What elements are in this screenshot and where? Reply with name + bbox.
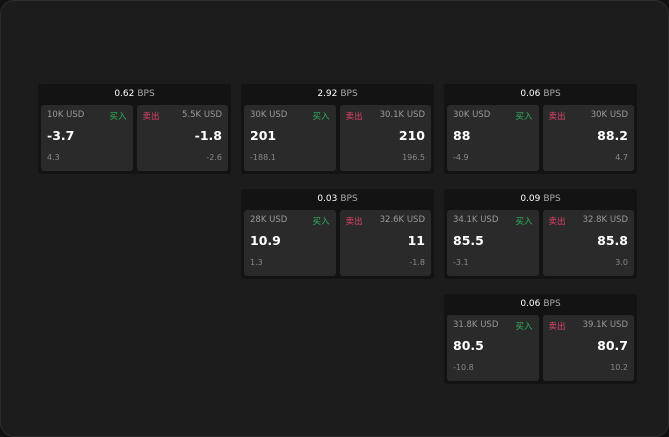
sell-change: 4.7 <box>615 153 628 162</box>
spread-header: 2.92 BPS <box>241 84 434 105</box>
spread-unit: BPS <box>543 194 561 204</box>
quote-card: 0.09 BPS 34.1K USD 买入 85.5 -3.1 卖出 32.8K US… <box>444 189 637 279</box>
buy-label: 买入 <box>515 217 533 227</box>
sell-price: 85.8 <box>597 233 628 248</box>
buy-label: 买入 <box>312 217 330 227</box>
sell-label: 卖出 <box>548 322 566 332</box>
spread-value: 2.92 <box>317 89 338 99</box>
sell-price: 11 <box>407 233 425 248</box>
buy-size: 10K USD <box>47 110 85 120</box>
sell-tile[interactable]: 卖出 30.1K USD 210 196.5 <box>339 105 431 171</box>
sell-label: 卖出 <box>548 112 566 122</box>
sell-price: 80.7 <box>597 338 628 353</box>
spread-value: 0.06 <box>520 89 541 99</box>
quote-card: 2.92 BPS 30K USD 买入 201 -188.1 卖出 30.1K USD… <box>241 84 434 174</box>
spread-header: 0.03 BPS <box>241 189 434 210</box>
buy-change: -188.1 <box>250 153 276 162</box>
buy-change: -10.8 <box>453 363 474 372</box>
sell-tile[interactable]: 卖出 32.6K USD 11 -1.8 <box>339 210 431 276</box>
quote-card: 0.62 BPS 10K USD 买入 -3.7 4.3 卖出 5.5K USD -1… <box>38 84 231 174</box>
buy-size: 34.1K USD <box>453 215 499 225</box>
buy-label: 买入 <box>109 112 127 122</box>
spread-value: 0.09 <box>520 194 541 204</box>
buy-tile[interactable]: 30K USD 买入 88 -4.9 <box>447 105 539 171</box>
spread-value: 0.62 <box>114 89 135 99</box>
sell-label: 卖出 <box>548 217 566 227</box>
quote-card: 0.06 BPS 30K USD 买入 88 -4.9 卖出 30K USD 88.2… <box>444 84 637 174</box>
sell-size: 30.1K USD <box>379 110 425 120</box>
sell-price: -1.8 <box>194 128 222 143</box>
buy-tile[interactable]: 30K USD 买入 201 -188.1 <box>244 105 336 171</box>
sell-size: 32.6K USD <box>379 215 425 225</box>
spread-unit: BPS <box>340 194 358 204</box>
buy-change: 1.3 <box>250 258 263 267</box>
buy-tile[interactable]: 34.1K USD 买入 85.5 -3.1 <box>447 210 539 276</box>
buy-change: -4.9 <box>453 153 469 162</box>
spread-header: 0.06 BPS <box>444 294 637 315</box>
sell-label: 卖出 <box>142 112 160 122</box>
buy-price: 88 <box>453 128 471 143</box>
sell-change: 196.5 <box>402 153 425 162</box>
buy-change: 4.3 <box>47 153 60 162</box>
spread-unit: BPS <box>543 89 561 99</box>
spread-header: 0.62 BPS <box>38 84 231 105</box>
sell-price: 88.2 <box>597 128 628 143</box>
quote-card: 0.06 BPS 31.8K USD 买入 80.5 -10.8 卖出 39.1K U… <box>444 294 637 384</box>
sell-size: 39.1K USD <box>582 320 628 330</box>
sell-size: 5.5K USD <box>182 110 222 120</box>
spread-unit: BPS <box>543 299 561 309</box>
buy-size: 31.8K USD <box>453 320 499 330</box>
buy-price: 10.9 <box>250 233 281 248</box>
buy-label: 买入 <box>515 322 533 332</box>
buy-tile[interactable]: 31.8K USD 买入 80.5 -10.8 <box>447 315 539 381</box>
sell-tile[interactable]: 卖出 5.5K USD -1.8 -2.6 <box>136 105 228 171</box>
spread-unit: BPS <box>340 89 358 99</box>
spread-value: 0.06 <box>520 299 541 309</box>
sell-size: 30K USD <box>590 110 628 120</box>
sell-tile[interactable]: 卖出 32.8K USD 85.8 3.0 <box>542 210 634 276</box>
spread-header: 0.06 BPS <box>444 84 637 105</box>
spread-unit: BPS <box>137 89 155 99</box>
buy-price: 85.5 <box>453 233 484 248</box>
spread-header: 0.09 BPS <box>444 189 637 210</box>
buy-size: 28K USD <box>250 215 288 225</box>
buy-price: 201 <box>250 128 277 143</box>
sell-tile[interactable]: 卖出 39.1K USD 80.7 10.2 <box>542 315 634 381</box>
buy-size: 30K USD <box>453 110 491 120</box>
buy-price: 80.5 <box>453 338 484 353</box>
sell-change: -2.6 <box>206 153 222 162</box>
buy-change: -3.1 <box>453 258 469 267</box>
sell-change: 10.2 <box>610 363 628 372</box>
buy-size: 30K USD <box>250 110 288 120</box>
sell-label: 卖出 <box>345 112 363 122</box>
spread-value: 0.03 <box>317 194 338 204</box>
sell-tile[interactable]: 卖出 30K USD 88.2 4.7 <box>542 105 634 171</box>
sell-change: 3.0 <box>615 258 628 267</box>
sell-change: -1.8 <box>409 258 425 267</box>
sell-size: 32.8K USD <box>582 215 628 225</box>
buy-price: -3.7 <box>47 128 75 143</box>
buy-label: 买入 <box>312 112 330 122</box>
buy-tile[interactable]: 10K USD 买入 -3.7 4.3 <box>41 105 133 171</box>
sell-price: 210 <box>398 128 425 143</box>
buy-label: 买入 <box>515 112 533 122</box>
sell-label: 卖出 <box>345 217 363 227</box>
quote-card: 0.03 BPS 28K USD 买入 10.9 1.3 卖出 32.6K USD 1… <box>241 189 434 279</box>
buy-tile[interactable]: 28K USD 买入 10.9 1.3 <box>244 210 336 276</box>
